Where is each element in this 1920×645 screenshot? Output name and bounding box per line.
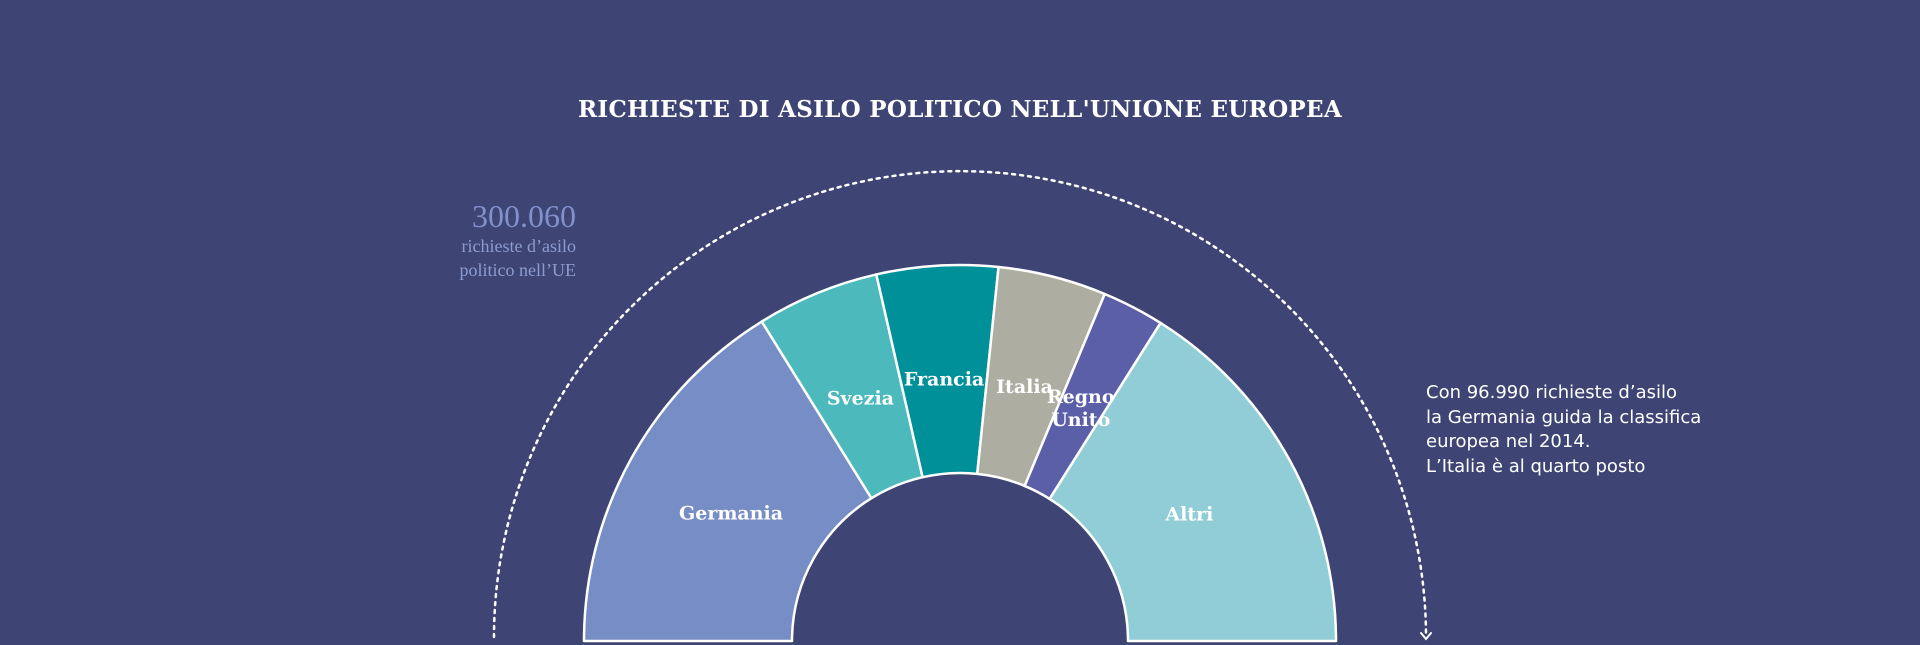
note-line: L’Italia è al quarto posto xyxy=(1426,455,1646,477)
annotation-note: Con 96.990 richieste d’asilo la Germania… xyxy=(1426,381,1756,479)
total-callout: 300.060 richieste d’asilo politico nell’… xyxy=(416,198,576,282)
total-ring xyxy=(492,169,1428,639)
total-description: richieste d’asilo politico nell’UE xyxy=(459,236,576,280)
slice-label: Germania xyxy=(679,503,783,525)
note-line: europea nel 2014. xyxy=(1426,431,1591,452)
slice-label: Altri xyxy=(1164,503,1213,525)
slice-label: Francia xyxy=(904,368,984,390)
chart-slices xyxy=(582,263,1338,643)
slice-altri xyxy=(1048,321,1338,643)
slice-label: Svezia xyxy=(827,388,894,410)
total-value: 300.060 xyxy=(472,198,576,234)
note-line: Con 96.990 richieste d’asilo xyxy=(1426,382,1677,403)
slice-germania xyxy=(582,320,873,643)
slice-label: Italia xyxy=(996,376,1053,398)
chart-title: RICHIESTE DI ASILO POLITICO NELL'UNIONE … xyxy=(578,96,1342,123)
slice-label: Regno Unito xyxy=(1047,386,1115,431)
note-line: la Germania guida la classifica xyxy=(1426,406,1702,428)
ring-arrow-icon xyxy=(1420,632,1432,641)
